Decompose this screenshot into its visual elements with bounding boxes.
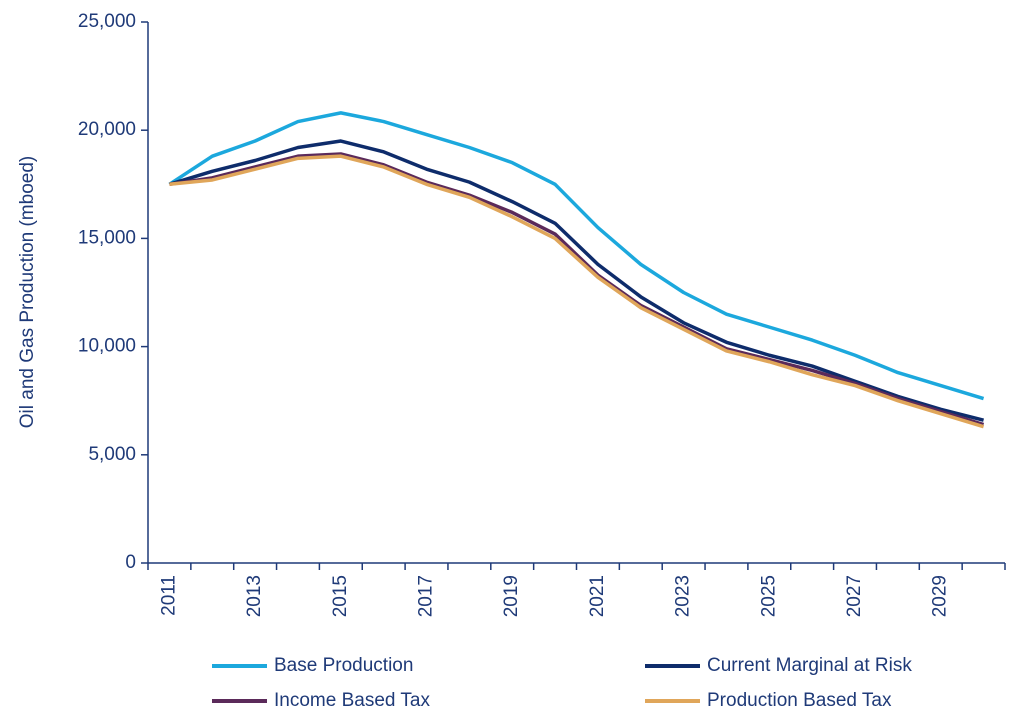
legend-label: Current Marginal at Risk bbox=[707, 655, 912, 676]
y-tick-label: 5,000 bbox=[88, 444, 136, 465]
x-tick-label: 2029 bbox=[930, 575, 951, 617]
x-tick-label: 2023 bbox=[673, 575, 694, 617]
x-tick-label: 2013 bbox=[244, 575, 265, 617]
y-tick-label: 15,000 bbox=[78, 227, 136, 248]
y-tick-label: 20,000 bbox=[78, 119, 136, 140]
y-tick-label: 10,000 bbox=[78, 336, 136, 357]
x-tick-label: 2019 bbox=[501, 575, 522, 617]
series-line bbox=[169, 154, 985, 429]
y-axis-label: Oil and Gas Production (mboed) bbox=[17, 156, 38, 428]
y-tick-label: 0 bbox=[125, 552, 136, 573]
legend-label: Base Production bbox=[274, 655, 413, 676]
series-line bbox=[168, 139, 985, 422]
legend-label: Production Based Tax bbox=[707, 690, 892, 711]
x-tick-label: 2017 bbox=[416, 575, 437, 617]
x-tick-label: 2021 bbox=[587, 575, 608, 617]
x-tick-label: 2027 bbox=[844, 575, 865, 617]
x-tick-label: 2015 bbox=[330, 575, 351, 617]
x-tick-label: 2025 bbox=[758, 575, 779, 617]
series-line bbox=[168, 111, 985, 401]
series-line bbox=[169, 152, 985, 427]
legend-label: Income Based Tax bbox=[274, 690, 430, 711]
y-tick-label: 25,000 bbox=[78, 11, 136, 32]
x-tick-label: 2011 bbox=[158, 575, 179, 616]
